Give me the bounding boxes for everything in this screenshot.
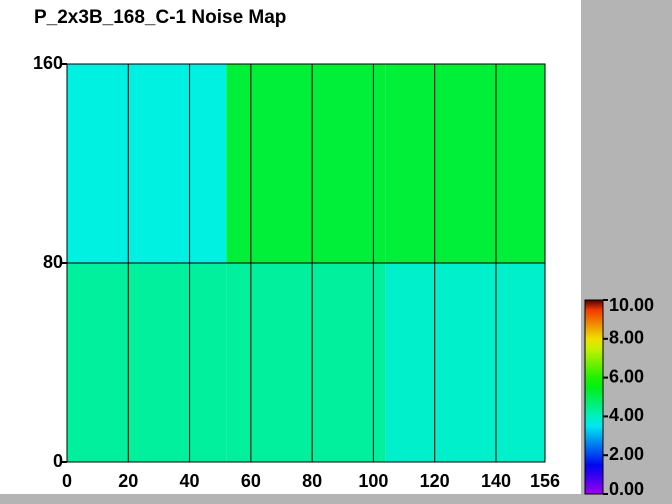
x-tick-label: 140 [481,471,511,491]
colorbar-tick-label: 10.00 [609,295,654,315]
x-tick-label: 0 [62,471,72,491]
x-tick-label: 20 [118,471,138,491]
heatmap-cell [226,263,386,462]
heatmap-cell [67,64,227,263]
y-tick-label: 160 [33,53,63,73]
x-tick-label: 100 [358,471,388,491]
x-tick-label: 156 [530,471,560,491]
heatmap-cell [385,263,545,462]
heatmap-cell [226,64,386,263]
x-tick-label: 80 [302,471,322,491]
colorbar-tick-label: 6.00 [609,366,644,386]
heatmap-cell [385,64,545,263]
x-tick-label: 120 [420,471,450,491]
colorbar-tick-label: 2.00 [609,444,644,464]
heatmap-cell [67,263,227,462]
y-tick-label: 0 [53,451,63,471]
colorbar-tick-label: 8.00 [609,328,644,348]
chart-title: P_2x3B_168_C-1 Noise Map [34,7,286,28]
bottom-strip [0,494,672,504]
x-tick-label: 40 [180,471,200,491]
x-tick-label: 60 [241,471,261,491]
colorbar [584,299,604,495]
y-tick-label: 80 [43,252,63,272]
colorbar-tick-label: 0.00 [609,479,644,499]
plot-border [66,63,546,463]
colorbar-tick-label: 4.00 [609,405,644,425]
